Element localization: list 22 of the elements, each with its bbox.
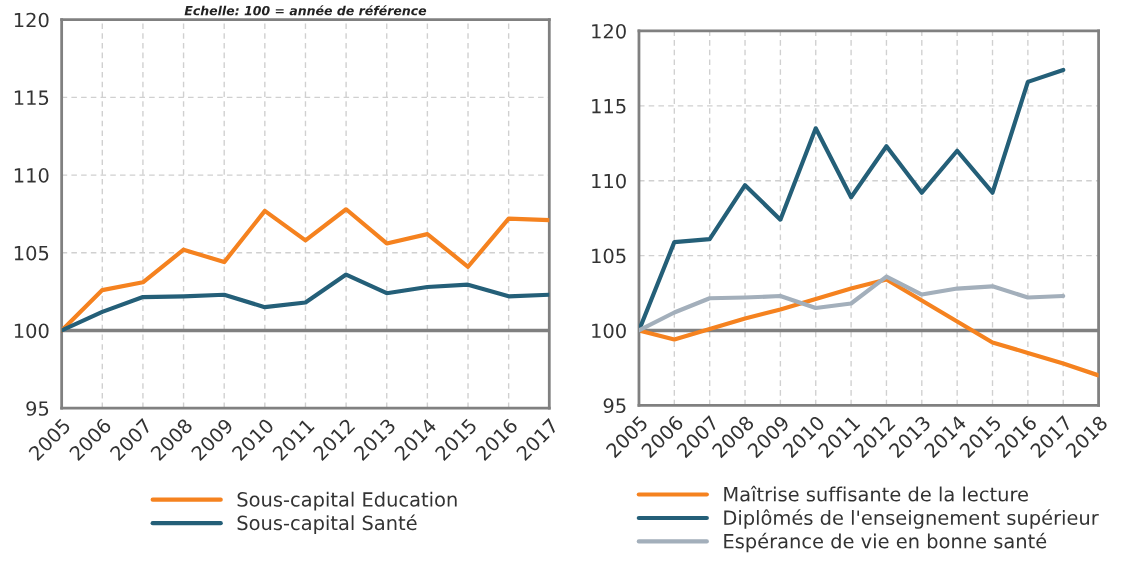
y-tick-label: 95 bbox=[603, 398, 626, 414]
y-tick-label: 115 bbox=[14, 90, 49, 106]
legend-label: Sous-capital Education bbox=[237, 491, 457, 511]
y-tick-label: 100 bbox=[14, 323, 49, 339]
y-tick-label: 105 bbox=[14, 245, 49, 261]
chart-subtitle: Echelle: 100 = année de référence bbox=[184, 5, 427, 16]
line-series bbox=[638, 67, 1066, 333]
y-tick-label: 110 bbox=[592, 173, 626, 189]
y-tick-label: 95 bbox=[26, 401, 49, 416]
y-tick-label: 105 bbox=[592, 248, 626, 264]
y-tick-label: 115 bbox=[592, 99, 626, 114]
y-tick-label: 110 bbox=[14, 168, 49, 183]
line-series bbox=[638, 277, 1099, 378]
legend-label: Maîtrise suffisante de la lecture bbox=[724, 485, 1028, 502]
y-tick-label: 120 bbox=[592, 23, 626, 39]
legend-label: Espérance de vie en bonne santé bbox=[724, 532, 1047, 553]
y-tick-label: 100 bbox=[592, 323, 626, 339]
legend-label: Sous-capital Santé bbox=[237, 514, 417, 535]
line-series bbox=[638, 274, 1066, 333]
legend-label: Diplômés de l'enseignement supérieur bbox=[724, 509, 1099, 529]
line-series bbox=[61, 272, 550, 333]
y-tick-label: 120 bbox=[14, 12, 49, 28]
